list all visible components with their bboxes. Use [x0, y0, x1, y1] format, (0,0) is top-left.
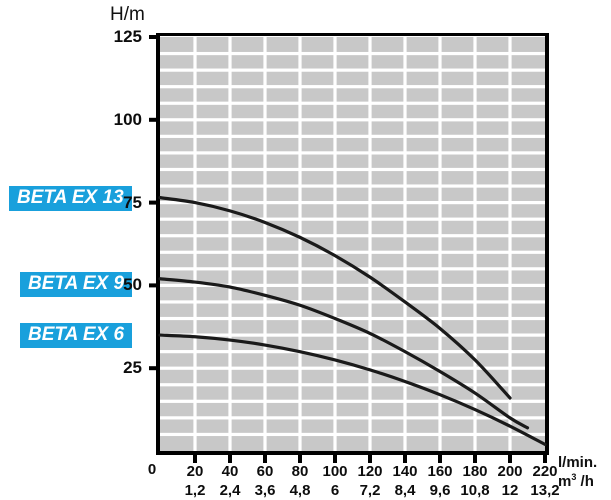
x-tick-label-lmin: 40 [221, 463, 239, 480]
x-tick-label-zero: 0 [147, 461, 157, 478]
grid-line-horizontal [160, 101, 545, 105]
grid-line-horizontal [160, 316, 545, 321]
x-tick-label-m3h: 3,6 [254, 482, 276, 499]
grid-line-vertical [508, 37, 512, 451]
grid-line-horizontal [160, 151, 545, 155]
grid-line-horizontal [160, 416, 545, 420]
axis-layer [156, 33, 549, 455]
x-axis-unit-secondary-text: m3 /h [558, 472, 594, 490]
grid-line-vertical [333, 37, 337, 451]
y-tick-label: 75 [123, 192, 142, 212]
y-tick-label: 100 [113, 109, 142, 129]
x-tick-label-m3h: 4,8 [289, 482, 311, 499]
x-tick-mark [473, 455, 477, 463]
grid-line-vertical [193, 37, 197, 451]
tick-marks-layer [149, 35, 547, 463]
x-tick-label-m3h: 12 [501, 482, 519, 499]
x-tick-label-m3h: 10,8 [460, 482, 490, 499]
y-tick-mark [149, 35, 157, 39]
x-tick-label-m3h: 9,6 [429, 482, 451, 499]
x-tick-label-lmin: 200 [497, 463, 523, 480]
y-tick-mark [149, 366, 157, 371]
x-tick-label-lmin: 60 [256, 463, 274, 480]
x-tick-label-lmin: 80 [291, 463, 309, 480]
series-label-beta-ex-13: BETA EX 13 [9, 186, 132, 211]
x-axis-unit-primary: l/min. [558, 454, 598, 471]
curve-beta-ex-6 [158, 333, 547, 446]
grid-line-horizontal [160, 167, 545, 172]
grid-line-horizontal [160, 399, 545, 403]
grid-line-vertical [403, 37, 407, 451]
grid-line-horizontal [160, 333, 545, 337]
x-tick-mark [193, 455, 197, 463]
grid-line-horizontal [160, 300, 545, 304]
x-tick-mark [228, 455, 232, 463]
grid-line-horizontal [160, 85, 545, 89]
curve-beta-ex-13 [158, 196, 512, 400]
plot-right-border [545, 33, 549, 455]
grid-line-horizontal [160, 51, 545, 56]
grid-layer [160, 37, 545, 451]
y-axis-title: H/m [110, 4, 145, 25]
x-tick-mark [403, 455, 407, 463]
x-tick-mark [263, 455, 267, 463]
x-tick-label-lmin: 20 [186, 463, 204, 480]
series-label-beta-ex-9: BETA EX 9 [20, 272, 133, 297]
x-tick-label-m3h: 8,4 [394, 482, 416, 499]
x-tick-mark [508, 455, 512, 463]
y-tick-label: 25 [123, 358, 142, 378]
grid-line-horizontal [160, 134, 545, 138]
grid-line-horizontal [160, 68, 545, 72]
grid-line-horizontal [160, 184, 545, 188]
x-tick-label-lmin: 120 [357, 463, 383, 480]
x-tick-label-lmin: 140 [392, 463, 418, 480]
x-tick-label-lmin: 160 [427, 463, 453, 480]
x-tick-label-m3h: 1,2 [184, 482, 206, 499]
grid-line-horizontal [160, 283, 545, 287]
grid-line-horizontal [160, 350, 545, 354]
x-tick-label-lmin: 220 [532, 463, 558, 480]
x-tick-mark [333, 455, 337, 463]
grid-line-horizontal [160, 267, 545, 271]
y-tick-mark [149, 117, 157, 122]
grid-line-vertical [263, 37, 267, 451]
grid-line-vertical [438, 37, 442, 451]
curve-beta-ex-9 [158, 277, 530, 430]
x-tick-label-m3h: 6 [330, 482, 340, 499]
y-tick-mark [149, 200, 157, 205]
x-tick-mark [543, 455, 547, 463]
grid-background [160, 37, 545, 451]
x-tick-mark [298, 455, 302, 463]
grid-line-vertical [298, 37, 302, 451]
x-axis-line [156, 451, 549, 455]
plot-top-border [156, 33, 549, 36]
y-tick-label: 50 [123, 275, 142, 295]
series-label-beta-ex-6: BETA EX 6 [20, 323, 133, 348]
grid-line-vertical [473, 37, 477, 451]
grid-line-horizontal [160, 217, 545, 221]
grid-line-horizontal [160, 201, 545, 205]
curves-layer [158, 196, 547, 446]
y-axis-line [156, 33, 160, 455]
grid-line-horizontal [160, 432, 545, 437]
x-tick-label-m3h: 2,4 [219, 482, 241, 499]
x-tick-mark [438, 455, 442, 463]
grid-line-horizontal [160, 250, 545, 254]
x-tick-label-m3h: 7,2 [359, 482, 381, 499]
y-tick-mark [149, 283, 157, 288]
x-tick-label-lmin: 100 [322, 463, 348, 480]
x-tick-label-lmin: 180 [462, 463, 488, 480]
grid-line-horizontal [160, 234, 545, 238]
x-axis-unit-secondary: m3 /h [558, 472, 594, 490]
x-tick-label-m3h: 13,2 [530, 482, 560, 499]
x-tick-mark [368, 455, 372, 463]
grid-line-vertical [228, 37, 232, 451]
y-tick-label: 125 [113, 27, 142, 46]
grid-line-horizontal [160, 383, 545, 387]
grid-line-horizontal [160, 118, 545, 122]
grid-line-vertical [368, 37, 372, 451]
grid-line-horizontal [160, 366, 545, 370]
